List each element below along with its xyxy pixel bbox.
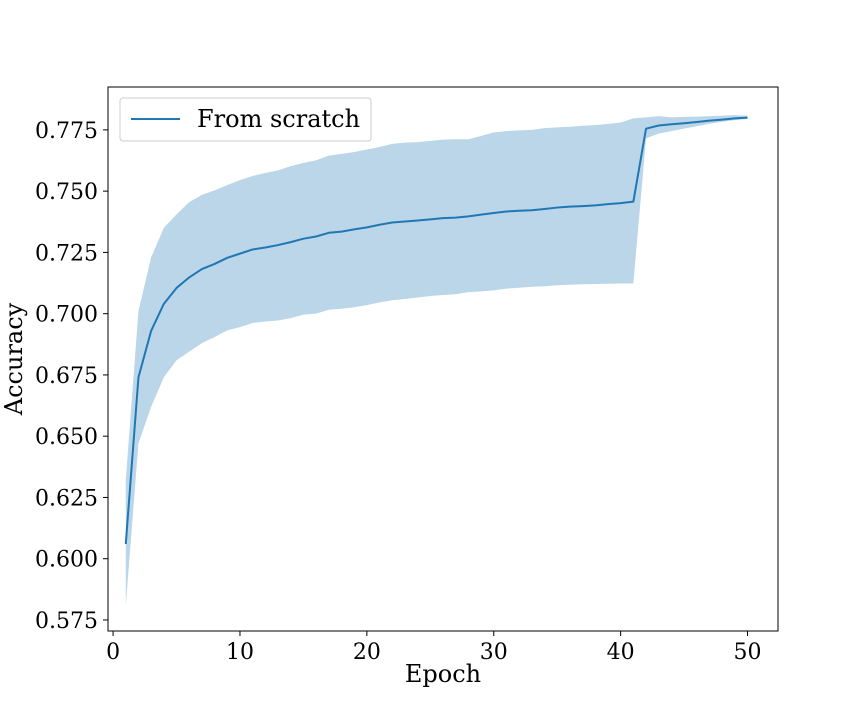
- y-tick-label: 0.600: [35, 548, 98, 573]
- legend-label-from-scratch: From scratch: [197, 105, 360, 133]
- legend: From scratch: [119, 97, 372, 142]
- y-tick-label: 0.575: [35, 609, 98, 634]
- series-line-from-scratch: [124, 116, 748, 545]
- confidence-band-layer: [125, 115, 748, 606]
- legend-box: [119, 97, 372, 142]
- series-line-layer: [124, 116, 748, 545]
- confidence-band-from-scratch: [125, 115, 748, 606]
- x-axis-title: Epoch: [405, 660, 481, 688]
- y-tick-label: 0.725: [35, 241, 98, 266]
- plot-frame: [107, 86, 779, 632]
- y-tick-label: 0.675: [35, 364, 98, 389]
- x-tick-label: 50: [734, 640, 762, 665]
- y-tick-label: 0.650: [35, 425, 98, 450]
- x-tick-label: 20: [353, 640, 381, 665]
- x-tick-label: 40: [607, 640, 635, 665]
- y-axis: 0.575 0.600 0.625 0.650 0.675 0.700 0.725 0.750…: [35, 119, 108, 634]
- x-tick-label: 10: [226, 640, 254, 665]
- y-tick-label: 0.700: [35, 303, 98, 328]
- y-tick-label: 0.625: [35, 486, 98, 511]
- y-tick-label: 0.750: [35, 180, 98, 205]
- x-tick-label: 30: [480, 640, 508, 665]
- y-axis-title: Accuracy: [0, 302, 28, 416]
- x-axis: 0 10 20 30 40 50: [106, 631, 762, 665]
- x-tick-label: 0: [106, 640, 120, 665]
- y-tick-label: 0.775: [35, 119, 98, 144]
